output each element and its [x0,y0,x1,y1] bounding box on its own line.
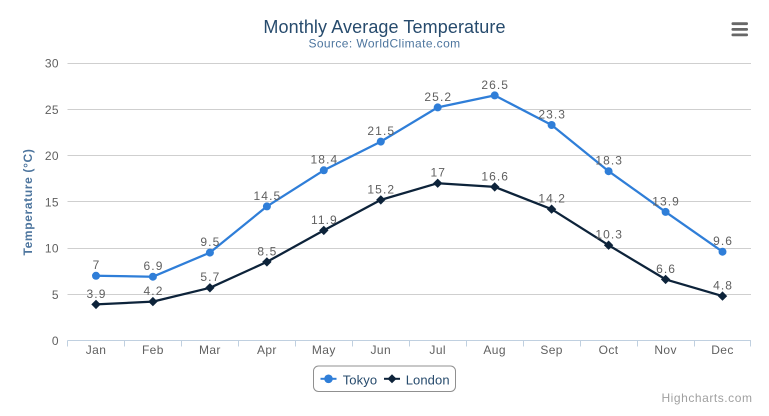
svg-text:Source: WorldClimate.com: Source: WorldClimate.com [308,37,460,51]
svg-text:14.5: 14.5 [254,189,282,203]
svg-text:18.4: 18.4 [311,153,339,167]
svg-text:10.3: 10.3 [595,228,623,242]
svg-text:Dec: Dec [711,343,734,357]
svg-text:17: 17 [431,166,447,180]
svg-text:20: 20 [45,149,59,163]
svg-text:9.6: 9.6 [713,234,733,248]
svg-text:15: 15 [45,195,59,209]
svg-text:7: 7 [93,258,101,272]
svg-text:Apr: Apr [257,343,277,357]
svg-text:14.2: 14.2 [538,192,566,206]
svg-text:4.8: 4.8 [713,279,733,293]
svg-text:9.5: 9.5 [200,235,220,249]
svg-text:6.9: 6.9 [144,259,164,273]
svg-text:18.3: 18.3 [595,154,623,168]
svg-text:Oct: Oct [599,343,619,357]
svg-text:Feb: Feb [142,343,164,357]
svg-text:Jan: Jan [86,343,107,357]
svg-text:Temperature (°C): Temperature (°C) [21,149,35,256]
svg-text:25: 25 [45,103,59,117]
svg-text:6.6: 6.6 [656,262,676,276]
svg-text:May: May [312,343,336,357]
svg-text:21.5: 21.5 [367,124,395,138]
svg-text:Tokyo: Tokyo [343,373,377,388]
svg-text:16.6: 16.6 [481,169,509,183]
svg-text:8.5: 8.5 [257,244,277,258]
svg-text:Highcharts.com: Highcharts.com [661,391,752,405]
svg-text:Jul: Jul [429,343,446,357]
svg-text:13.9: 13.9 [652,194,680,208]
svg-text:10: 10 [45,242,59,256]
svg-text:5.7: 5.7 [200,270,220,284]
svg-text:Sep: Sep [540,343,563,357]
svg-text:Jun: Jun [371,343,392,357]
svg-text:30: 30 [45,57,59,71]
svg-text:Mar: Mar [199,343,221,357]
svg-text:Nov: Nov [654,343,677,357]
svg-text:Aug: Aug [483,343,506,357]
svg-text:Monthly Average Temperature: Monthly Average Temperature [263,17,505,37]
svg-text:26.5: 26.5 [481,78,509,92]
svg-text:25.2: 25.2 [424,90,452,104]
svg-text:London: London [406,373,450,388]
svg-text:4.2: 4.2 [144,284,164,298]
svg-text:5: 5 [52,288,59,302]
svg-text:15.2: 15.2 [367,182,395,196]
svg-text:11.9: 11.9 [311,213,338,227]
svg-text:23.3: 23.3 [538,107,566,121]
svg-text:3.9: 3.9 [87,287,107,301]
svg-text:0: 0 [52,334,59,348]
